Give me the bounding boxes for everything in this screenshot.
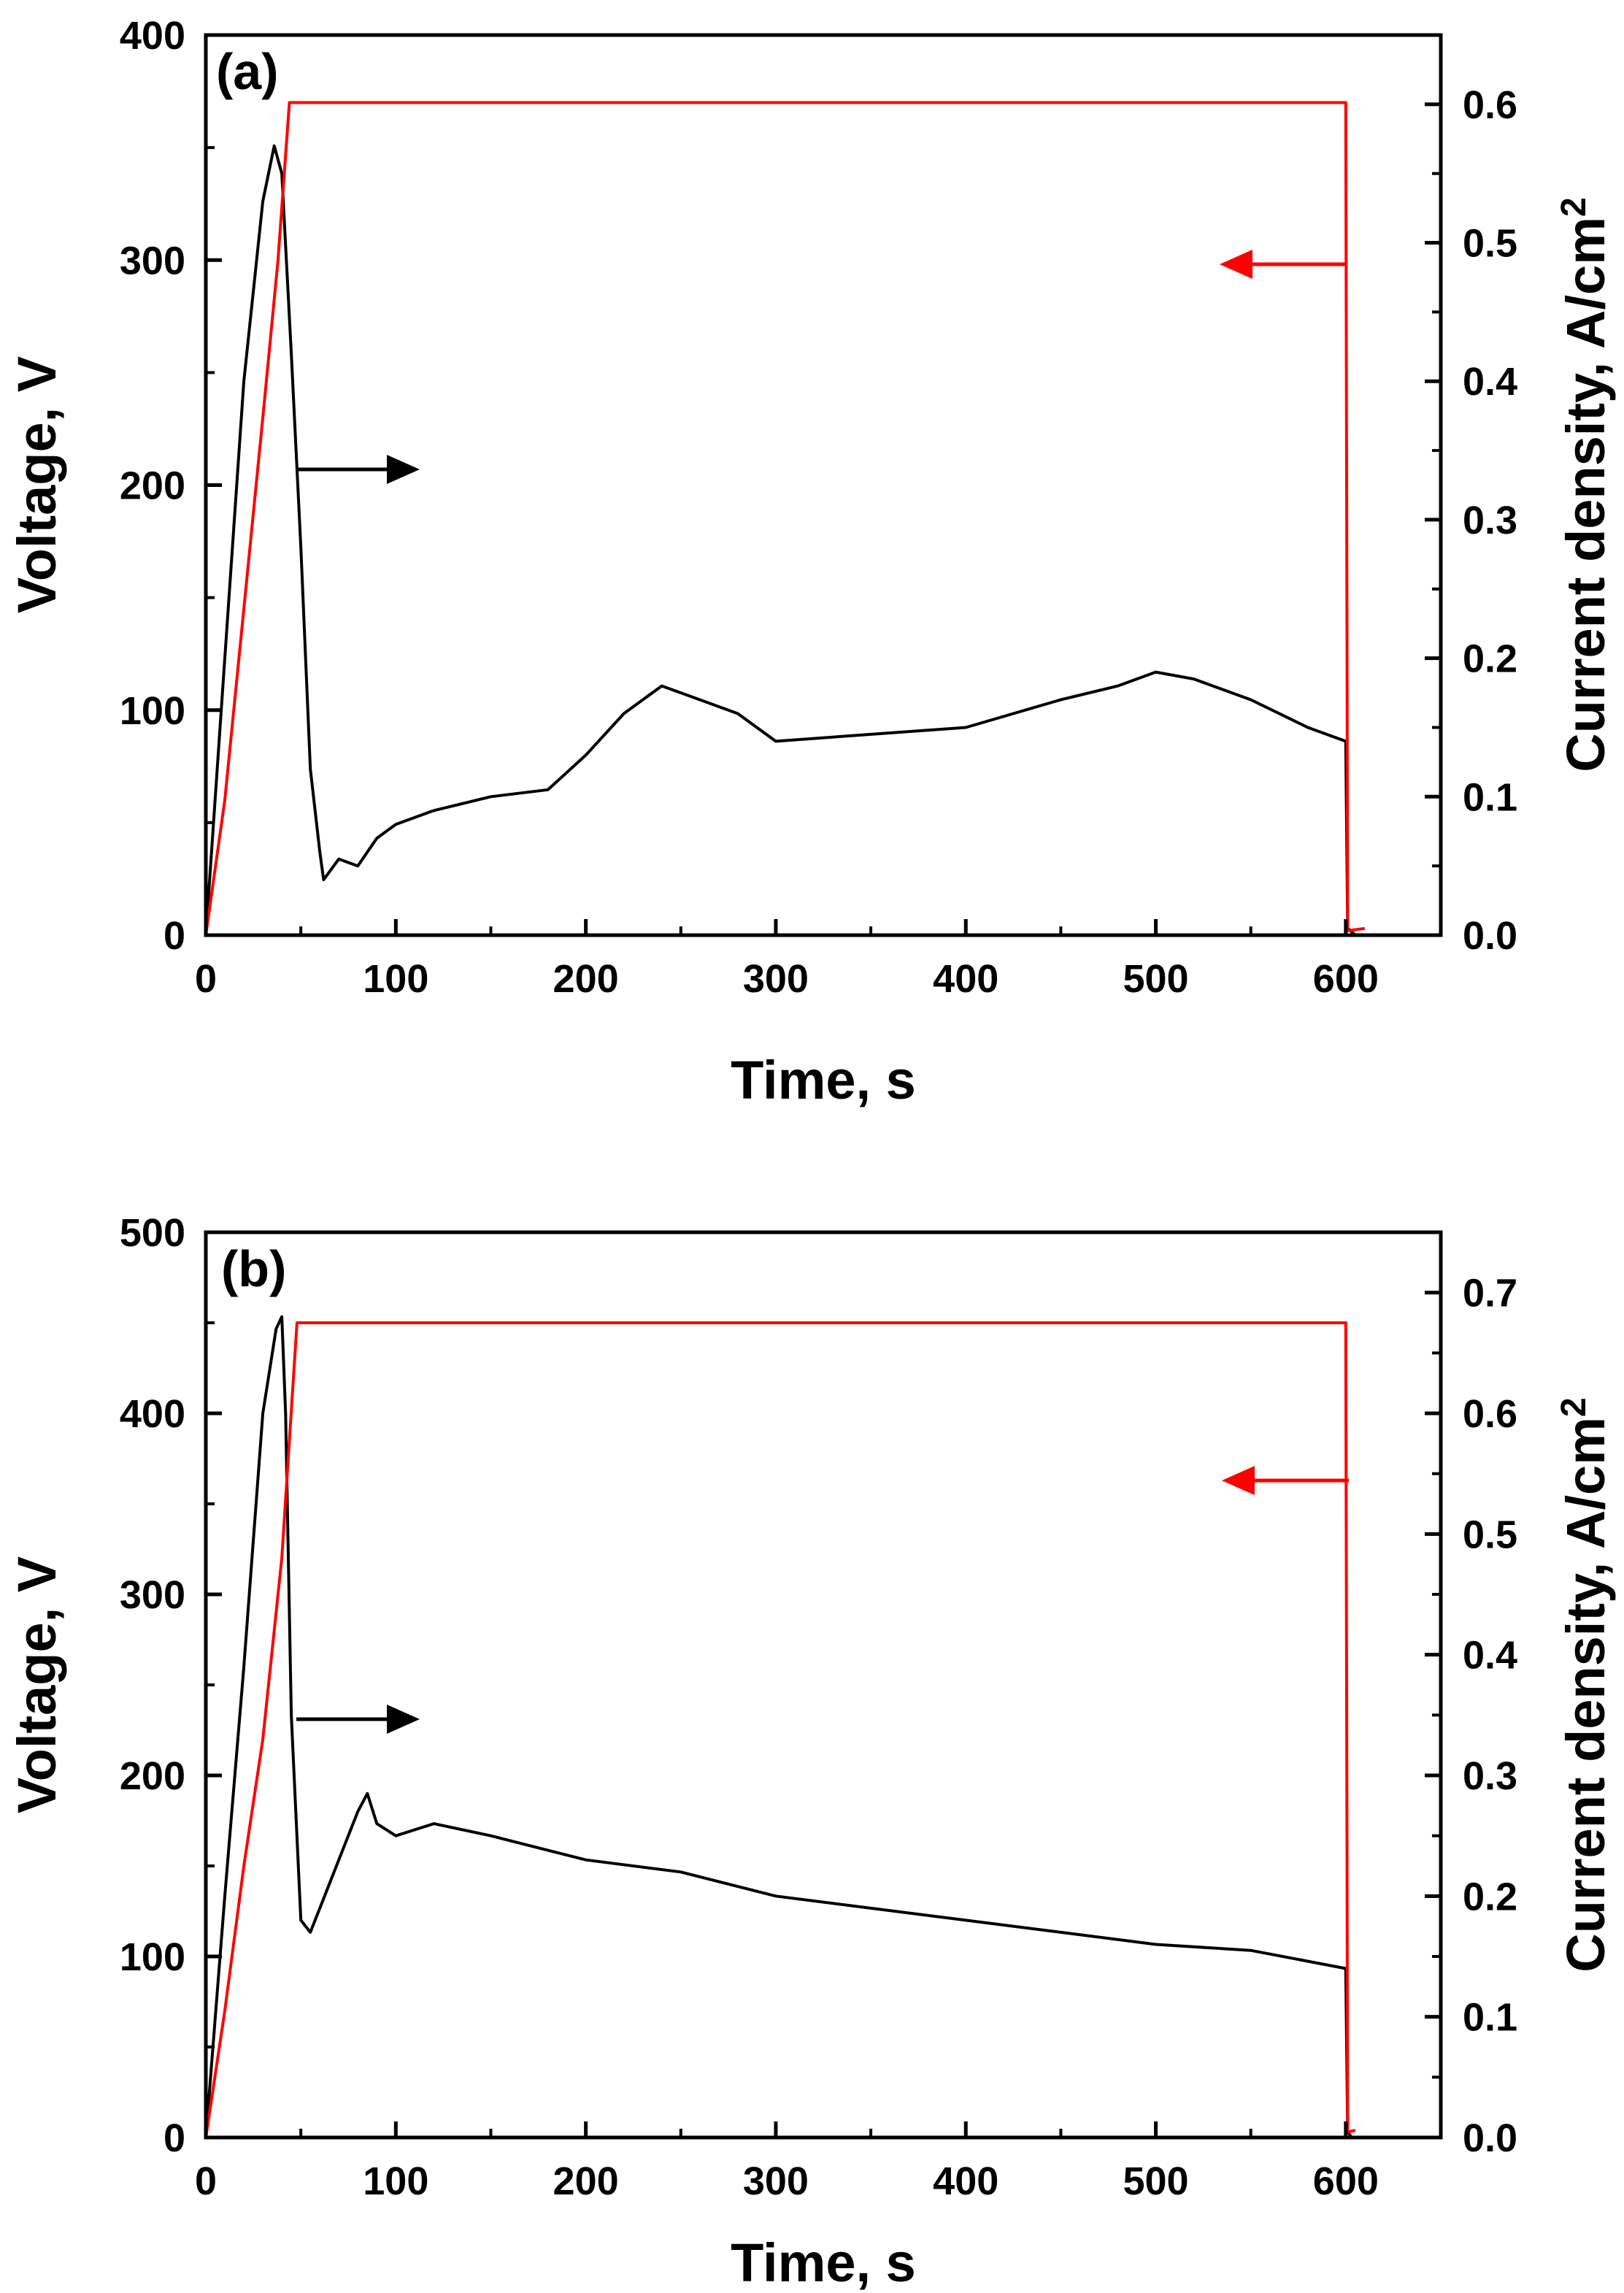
x-tick-label: 0	[195, 2159, 217, 2203]
plot-frame	[204, 33, 1443, 937]
x-tick-label: 200	[553, 2159, 619, 2203]
y-tick-label: 400	[120, 14, 185, 58]
y-axis-label: Voltage, V	[7, 1556, 67, 1813]
y2-tick-label: 0.2	[1463, 1875, 1517, 1918]
y2-tick-label: 0.2	[1463, 637, 1517, 681]
x-tick-label: 600	[1313, 2159, 1379, 2203]
x-tick-label: 400	[933, 2159, 998, 2203]
x-tick-label: 500	[1123, 957, 1188, 1001]
y2-tick-label: 0.5	[1463, 1513, 1517, 1556]
y-tick-label: 300	[120, 1573, 185, 1617]
series-layer	[204, 101, 1366, 937]
y-tick-label: 400	[120, 1392, 185, 1436]
y2-tick-label: 0.1	[1463, 775, 1517, 819]
x-tick-label: 600	[1313, 957, 1379, 1001]
y-tick-label: 0	[163, 914, 185, 958]
y2-tick-label: 0.3	[1463, 1754, 1517, 1798]
voltage-line	[204, 101, 1366, 936]
y2-tick-label: 0.6	[1463, 83, 1517, 127]
y2-tick-label: 0.4	[1463, 360, 1517, 404]
arrow-to-left-axis	[1222, 1466, 1349, 1495]
y2-axis-label-superscript: 2	[1555, 197, 1593, 217]
voltage-line	[204, 1321, 1356, 2138]
y-tick-label: 200	[120, 1754, 185, 1798]
y2-axis-label: Current density, A/cm2	[1555, 197, 1617, 772]
x-axis-label: Time, s	[731, 1050, 916, 1110]
y2-tick-label: 0.4	[1463, 1634, 1517, 1678]
y2-tick-label: 0.0	[1463, 2116, 1517, 2160]
x-tick-label: 500	[1123, 2159, 1188, 2203]
x-axis-label: Time, s	[731, 2232, 916, 2293]
y2-tick-label: 0.3	[1463, 499, 1517, 542]
y2-axis-label-text: Current density, A/cm	[1555, 1417, 1616, 1973]
series-layer	[204, 1315, 1356, 2139]
x-tick-label: 300	[743, 957, 809, 1001]
y2-axis-label-superscript: 2	[1555, 1397, 1593, 1417]
y-tick-label: 200	[120, 464, 185, 508]
arrow-to-right-axis	[296, 455, 420, 484]
x-tick-label: 400	[933, 957, 998, 1001]
y2-tick-label: 0.0	[1463, 914, 1517, 958]
y-tick-label: 100	[120, 689, 185, 733]
y-tick-label: 300	[120, 239, 185, 283]
x-tick-label: 100	[363, 957, 428, 1001]
arrow-to-right-axis	[296, 1705, 420, 1734]
y-tick-label: 100	[120, 1935, 185, 1979]
tick-layer: 0 100 200 300 400 500 600 0 100 200 300 400 0.0 0.1 0.…	[120, 14, 1517, 1001]
panel-label: (a)	[216, 43, 279, 100]
y2-tick-label: 0.6	[1463, 1392, 1517, 1436]
current-density-line	[204, 1315, 1353, 2139]
panel-label: (b)	[221, 1240, 286, 1297]
y-tick-label: 0	[163, 2116, 185, 2160]
y2-tick-label: 0.7	[1463, 1272, 1517, 1316]
y2-tick-label: 0.5	[1463, 222, 1517, 266]
y2-axis-label: Current density, A/cm2	[1555, 1397, 1617, 1972]
x-tick-label: 100	[363, 2159, 428, 2203]
plot-frame	[204, 1230, 1443, 2140]
tick-layer: 0 100 200 300 400 500 600 0 100 200 300 400 500 0.0 0.…	[120, 1211, 1517, 2203]
current-density-line	[204, 144, 1357, 937]
x-tick-label: 300	[743, 2159, 809, 2203]
y-tick-label: 500	[120, 1211, 185, 1255]
arrow-to-left-axis	[1220, 250, 1347, 279]
chart-panel-b: 0 100 200 300 400 500 600 0 100 200 300 400 500 0.0 0.…	[7, 1211, 1616, 2293]
chart-panel-a: 0 100 200 300 400 500 600 0 100 200 300 400 0.0 0.1 0.…	[7, 14, 1616, 1110]
y2-tick-label: 0.1	[1463, 1996, 1517, 2040]
y-axis-label: Voltage, V	[7, 356, 67, 613]
x-tick-label: 200	[553, 957, 619, 1001]
y2-axis-label-text: Current density, A/cm	[1555, 217, 1616, 772]
x-tick-label: 0	[195, 957, 217, 1001]
